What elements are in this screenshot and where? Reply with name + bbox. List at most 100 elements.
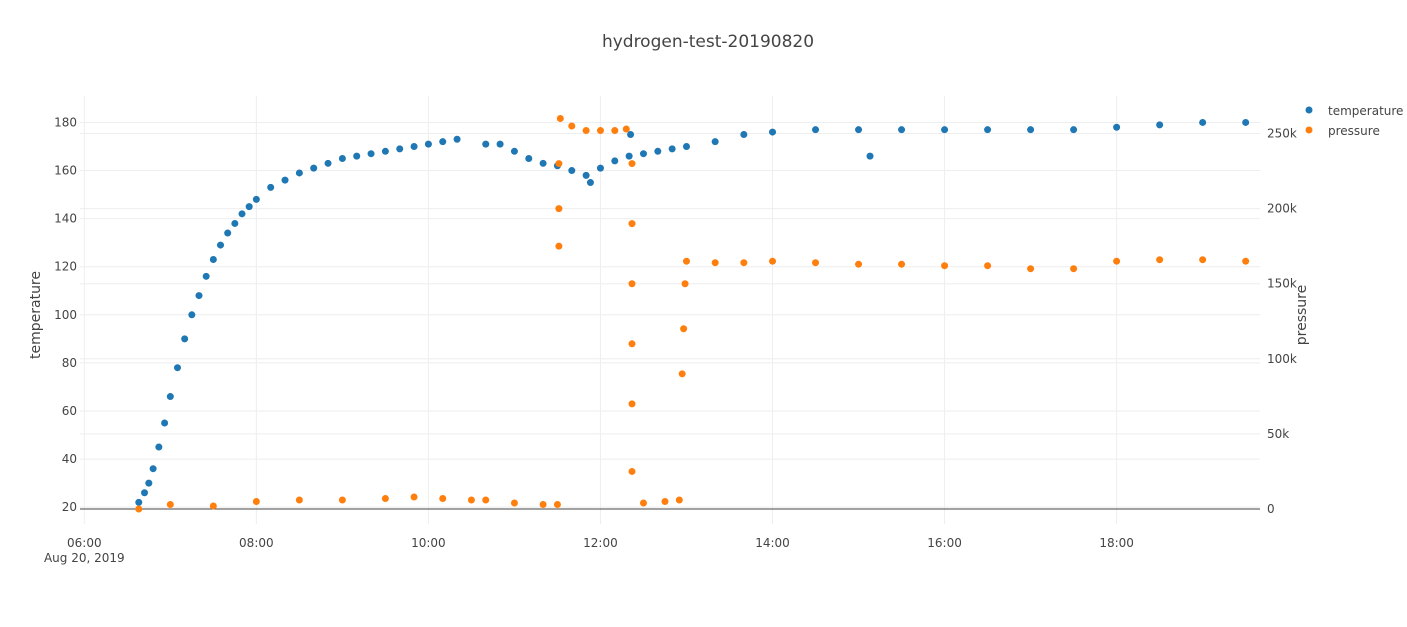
temperature-point <box>627 130 635 138</box>
pressure-point <box>596 127 604 135</box>
temperature-point <box>173 364 181 372</box>
temperature-point <box>711 138 719 146</box>
pressure-point <box>628 160 636 168</box>
pressure-point <box>1113 257 1121 265</box>
y-tick-label: 140 <box>54 212 77 226</box>
pressure-point <box>467 496 475 504</box>
temperature-point <box>181 335 189 343</box>
pressure-point <box>661 497 669 505</box>
temperature-point <box>155 443 163 451</box>
x-tick-label: 16:00 <box>927 536 962 550</box>
legend-marker-pressure <box>1305 126 1313 134</box>
pressure-point <box>682 257 690 265</box>
pressure-point <box>675 496 683 504</box>
x-tick-label: 18:00 <box>1099 536 1134 550</box>
pressure-point <box>1156 256 1164 264</box>
pressure-point <box>628 220 636 228</box>
temperature-point <box>1199 118 1207 126</box>
y-tick-label: 40 <box>62 452 77 466</box>
y2-axis-ticks: 0 50k 100k 150k 200k 250k <box>1267 127 1297 516</box>
pressure-point <box>812 259 820 267</box>
pressure-point <box>681 280 689 288</box>
legend-item-temperature[interactable]: temperature <box>1305 104 1404 118</box>
x-tick-label: 12:00 <box>583 536 618 550</box>
temperature-point <box>654 147 662 155</box>
temperature-point <box>568 167 576 175</box>
pressure-point <box>855 260 863 268</box>
pressure-point <box>135 505 143 513</box>
temperature-point <box>149 465 157 473</box>
temperature-point <box>866 152 874 160</box>
temperature-point <box>682 142 690 150</box>
pressure-point <box>381 494 389 502</box>
legend-label-pressure: pressure <box>1328 124 1380 138</box>
legend-item-pressure[interactable]: pressure <box>1305 124 1380 138</box>
y2-tick-label: 200k <box>1267 202 1297 216</box>
temperature-point <box>1070 126 1078 134</box>
pressure-point <box>1199 256 1207 264</box>
pressure-point <box>582 127 590 135</box>
temperature-point <box>166 393 174 401</box>
gridlines <box>80 96 1260 524</box>
temperature-point <box>145 479 153 487</box>
pressure-point <box>639 499 647 507</box>
temperature-point <box>217 241 225 249</box>
temperature-point <box>439 138 447 146</box>
temperature-point <box>1113 123 1121 131</box>
y-tick-label: 80 <box>62 356 77 370</box>
pressure-point <box>1242 257 1250 265</box>
pressure-point <box>611 127 619 135</box>
y-tick-label: 100 <box>54 308 77 322</box>
pressure-point <box>898 260 906 268</box>
temperature-point <box>396 145 404 153</box>
x-tick-sublabel: Aug 20, 2019 <box>44 551 125 565</box>
temperature-point <box>209 256 217 264</box>
pressure-point <box>628 467 636 475</box>
temperature-point <box>1156 121 1164 129</box>
temperature-point <box>367 150 375 158</box>
temperature-point <box>596 164 604 172</box>
temperature-point <box>353 152 361 160</box>
x-tick-label: 14:00 <box>755 536 790 550</box>
temperature-point <box>281 176 289 184</box>
pressure-point <box>555 205 563 213</box>
temperature-point <box>769 128 777 136</box>
pressure-point <box>555 160 563 168</box>
y2-tick-label: 50k <box>1267 427 1289 441</box>
temperature-point <box>453 135 461 143</box>
temperature-point <box>295 169 303 177</box>
temperature-point <box>525 155 533 163</box>
pressure-point <box>439 494 447 502</box>
pressure-point <box>1027 265 1035 273</box>
temperature-point <box>984 126 992 134</box>
temperature-point <box>1242 118 1250 126</box>
pressure-point <box>678 370 686 378</box>
pressure-point <box>510 499 518 507</box>
pressure-point <box>539 500 547 508</box>
y-axis-ticks: 20 40 60 80 100 120 140 160 180 <box>54 115 77 514</box>
x-tick-label: 08:00 <box>239 536 274 550</box>
pressure-point <box>553 500 561 508</box>
pressure-point <box>941 262 949 270</box>
temperature-point <box>231 219 239 227</box>
y2-tick-label: 100k <box>1267 352 1297 366</box>
pressure-point <box>628 280 636 288</box>
temperature-point <box>855 126 863 134</box>
series-temperature <box>135 118 1250 506</box>
temperature-point <box>410 142 418 150</box>
x-tick-label: 06:00 <box>67 536 102 550</box>
temperature-point <box>496 140 504 148</box>
temperature-point <box>639 150 647 158</box>
temperature-point <box>510 147 518 155</box>
pressure-point <box>166 500 174 508</box>
y-tick-label: 180 <box>54 115 77 129</box>
pressure-point <box>556 115 564 123</box>
legend[interactable]: temperature pressure <box>1305 104 1404 138</box>
temperature-point <box>267 183 275 191</box>
temperature-point <box>224 229 232 237</box>
pressure-point <box>410 493 418 501</box>
temperature-point <box>482 140 490 148</box>
temperature-point <box>135 498 143 506</box>
temperature-point <box>625 152 633 160</box>
